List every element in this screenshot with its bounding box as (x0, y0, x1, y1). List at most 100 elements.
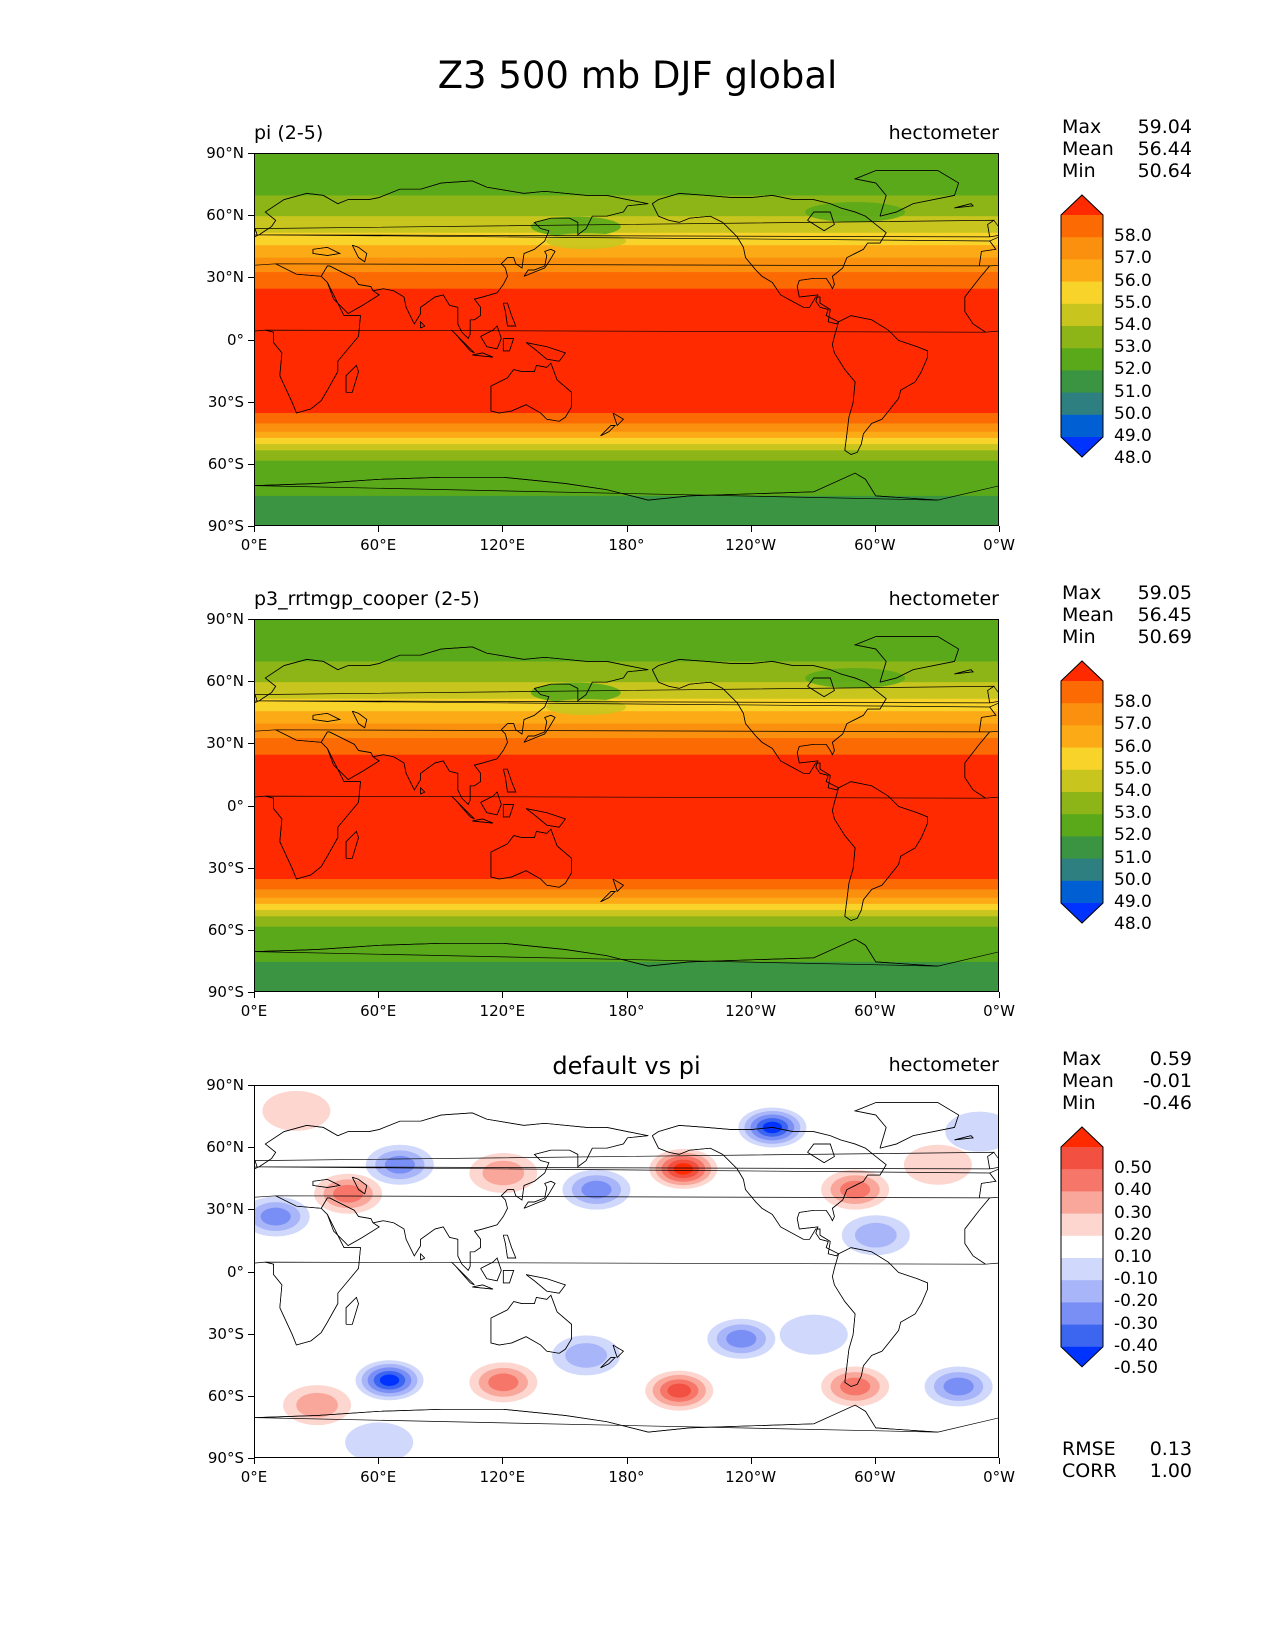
anomaly-21-level-0 (779, 1314, 848, 1355)
coastline-20 (255, 938, 938, 967)
coastline-23 (351, 1176, 368, 1195)
colorbar-label: -0.30 (1114, 1313, 1158, 1334)
coastline-18 (853, 1102, 960, 1149)
y-tick-mark (248, 463, 254, 465)
x-tick-label: 180° (608, 1002, 645, 1020)
metric-value: 1.00 (1149, 1460, 1192, 1482)
colorbar-label: 57.0 (1114, 248, 1152, 269)
coastline-2 (320, 1197, 380, 1247)
y-tick-mark (248, 339, 254, 341)
stat-value: 56.45 (1137, 604, 1192, 626)
stat-label: Max (1062, 1048, 1102, 1070)
coastline-3 (372, 669, 649, 805)
y-tick-mark (248, 619, 254, 620)
coastline-4 (523, 248, 556, 277)
coastline-9 (525, 1274, 566, 1294)
stat-value: 59.04 (1137, 116, 1192, 138)
panel-difference: default vs pi hectometer Max 0.59 Mean -0.0… (0, 1042, 1275, 1486)
coastline-19 (832, 1247, 928, 1387)
colorbar-segment (1061, 392, 1103, 416)
x-tick-mark (378, 1458, 380, 1464)
panel-title: pi (2-5) (254, 122, 324, 144)
y-tick-label: 60°N (206, 206, 244, 225)
coastline-22 (954, 203, 974, 209)
stat-min: Min 50.69 (1062, 626, 1192, 648)
field-band-3 (255, 698, 998, 712)
field-band-10 (255, 897, 998, 905)
colorbar-label: 51.0 (1114, 381, 1152, 402)
y-tick-mark (248, 1147, 254, 1149)
colorbar-label: 57.0 (1114, 714, 1152, 735)
y-tick-mark (248, 681, 254, 683)
field-band-9 (255, 423, 998, 433)
anomaly-13-level-2 (488, 1373, 519, 1392)
coastline-11 (490, 828, 572, 888)
colorbar-segment (1061, 1258, 1103, 1281)
colorbar-label: 52.0 (1114, 359, 1152, 380)
coastline-15 (420, 320, 426, 329)
colorbar-segment (1061, 303, 1103, 327)
panel-p3-rrtmgp-cooper: p3_rrtmgp_cooper (2-5) hectometer Max 59.… (0, 576, 1275, 1020)
coastline-7 (480, 791, 502, 816)
coastline-0 (255, 263, 361, 414)
field-band-0 (255, 154, 998, 196)
field-band-12 (255, 910, 998, 917)
colorbar-label: 0.50 (1114, 1158, 1152, 1179)
colorbar-label: -0.20 (1114, 1291, 1158, 1312)
y-tick-mark (248, 277, 254, 279)
coastline-18 (853, 636, 960, 683)
colorbar-segment (1061, 237, 1103, 260)
x-tick-mark (254, 992, 255, 998)
stats-box: Max 59.05 Mean 56.45 Min 50.69 (1062, 582, 1192, 648)
colorbar-segment (1061, 348, 1103, 371)
x-tick-label: 120°W (725, 536, 777, 554)
coastline-17 (807, 1143, 835, 1164)
coastline-1 (255, 646, 649, 703)
coastline-8 (502, 1270, 515, 1284)
units-label: hectometer (888, 1054, 999, 1076)
x-tick-label: 60°W (854, 536, 896, 554)
stat-value: 59.05 (1137, 582, 1192, 604)
field-band-0 (255, 620, 998, 662)
x-tick-mark (254, 1458, 255, 1464)
field-band-7 (255, 288, 998, 414)
y-tick-label: 90°N (206, 1076, 244, 1094)
colorbar-svg (1060, 1126, 1104, 1368)
field-band-8 (255, 413, 998, 424)
field-band-7 (255, 754, 998, 880)
colorbar-extend-max (1061, 195, 1103, 215)
y-tick-label: 30°N (206, 1200, 244, 1219)
coastline-12 (600, 425, 616, 437)
field-band-13 (255, 916, 998, 928)
y-tick-label: 30°N (206, 268, 244, 287)
x-tick-mark (874, 1458, 876, 1464)
anomaly-2-level-2 (260, 1207, 291, 1226)
colorbar-label: 58.0 (1114, 692, 1152, 713)
x-tick-mark (502, 1458, 504, 1464)
anomaly-9-level-1 (854, 1222, 897, 1248)
y-tick-mark (248, 1085, 254, 1086)
coastline-1 (255, 1112, 649, 1169)
colorbar-label: 53.0 (1114, 337, 1152, 358)
coastline-11 (490, 362, 572, 422)
y-tick-label: 30°S (207, 858, 244, 877)
metric-value: 0.13 (1149, 1438, 1192, 1460)
x-tick-label: 0°E (240, 1468, 268, 1486)
coastline-8 (502, 338, 515, 352)
coastline-19 (832, 781, 928, 921)
y-tick-label: 60°S (207, 1386, 244, 1405)
x-tick-label: 120°W (725, 1468, 777, 1486)
anomaly-8-level-2 (840, 1180, 871, 1199)
y-tick-label: 30°S (207, 1324, 244, 1343)
colorbar-label: 50.0 (1114, 403, 1152, 424)
x-tick-mark (378, 992, 380, 998)
x-tick-mark (626, 992, 628, 998)
map-area (254, 619, 999, 992)
y-tick-mark (248, 1209, 254, 1211)
coastline-21 (255, 694, 258, 702)
units-label: hectometer (888, 588, 999, 610)
colorbar-label: 49.0 (1114, 892, 1152, 912)
x-tick-label: 60°E (360, 1468, 397, 1486)
y-tick-label: 30°N (206, 734, 244, 753)
colorbar-label: 52.0 (1114, 825, 1152, 846)
